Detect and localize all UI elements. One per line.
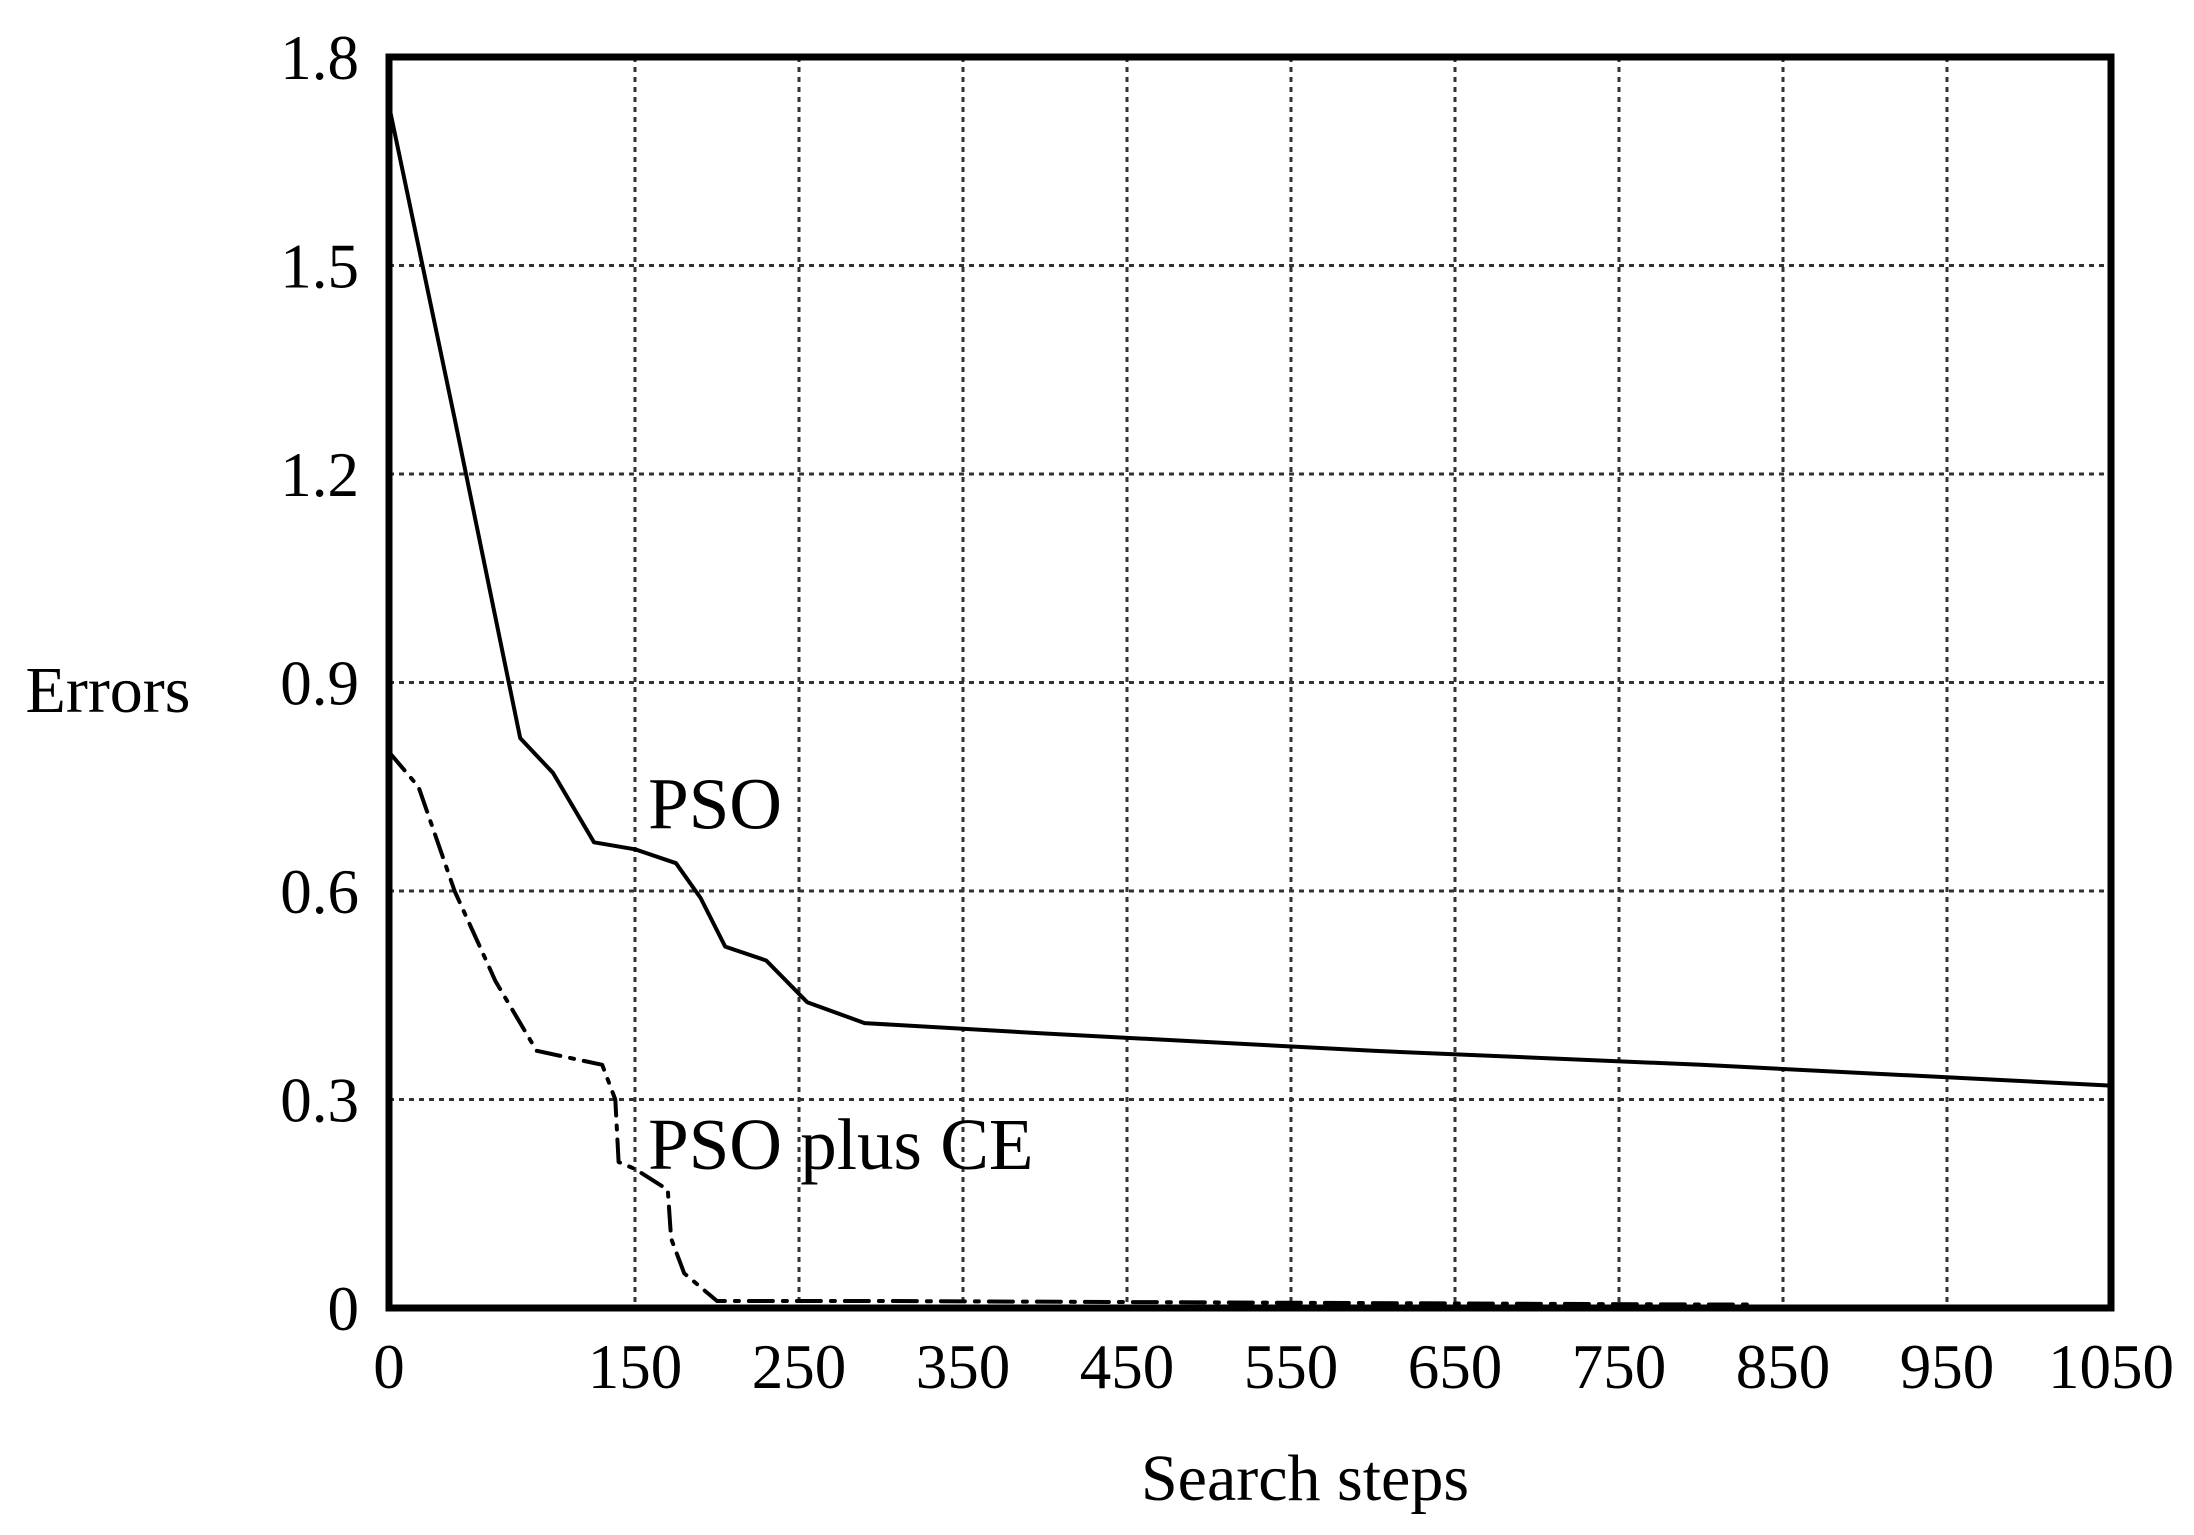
x-tick-labels: 0 150 250 350 450 550 650 750 850 950 1050 [373,1332,2174,1402]
x-tick-label: 850 [1736,1332,1831,1402]
y-tick-label: 0.3 [280,1066,359,1136]
x-tick-label: 350 [916,1332,1011,1402]
x-tick-label: 950 [1900,1332,1995,1402]
plot-frame [385,53,2115,1312]
y-tick-label: 0 [328,1274,360,1344]
x-tick-label: 0 [373,1332,405,1402]
x-tick-label: 650 [1408,1332,1503,1402]
y-tick-label: 1.5 [280,232,359,302]
x-tick-label: 550 [1244,1332,1339,1402]
x-tick-label: 250 [752,1332,847,1402]
annotations: PSO PSO plus CE [648,763,1033,1185]
series-annotation: PSO plus CE [648,1104,1033,1185]
y-tick-label: 1.2 [280,440,359,510]
grid [389,57,2111,1308]
y-axis-label: Errors [26,654,191,727]
x-tick-label: 450 [1080,1332,1175,1402]
y-tick-labels: 0 0.3 0.6 0.9 1.2 1.5 1.8 [280,23,359,1344]
y-tick-label: 0.6 [280,857,359,927]
x-axis-label: Search steps [1141,1442,1469,1515]
series-annotation: PSO [648,763,782,844]
y-tick-label: 0.9 [280,649,359,719]
series-layer [387,103,2113,1307]
series-line-pso [387,103,2113,1088]
x-tick-label: 150 [588,1332,683,1402]
series-line-pso-plus-ce [387,750,1753,1307]
y-tick-label: 1.8 [280,23,359,93]
x-tick-label: 1050 [2048,1332,2174,1402]
x-tick-label: 750 [1572,1332,1667,1402]
